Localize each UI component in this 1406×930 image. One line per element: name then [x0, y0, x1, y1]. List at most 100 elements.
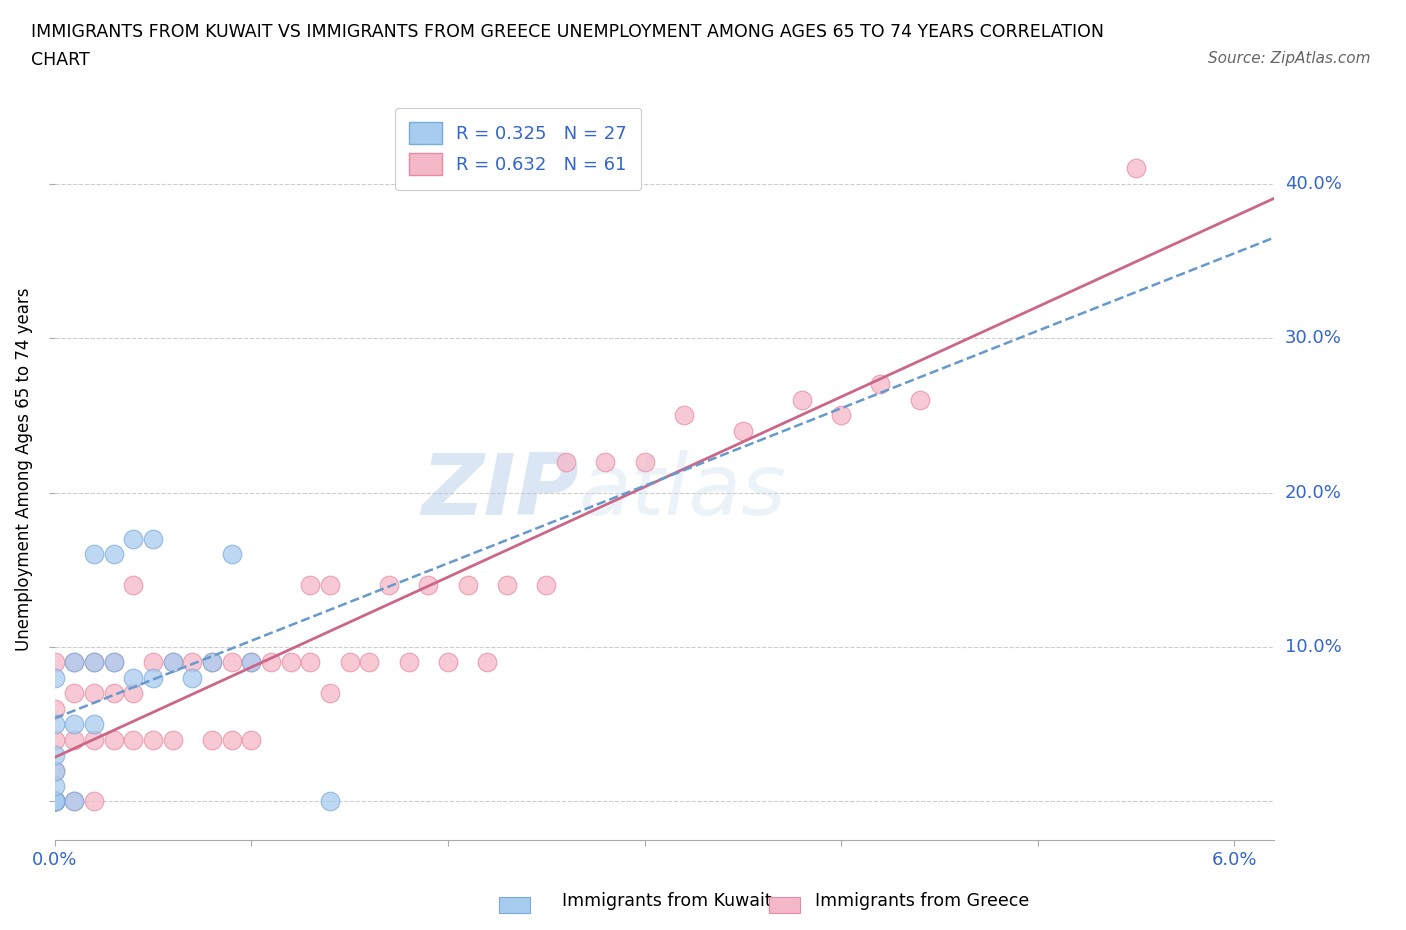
Point	[122, 732, 145, 747]
Point	[44, 794, 66, 809]
Text: Immigrants from Kuwait: Immigrants from Kuwait	[562, 892, 772, 910]
Text: 10.0%: 10.0%	[1285, 638, 1341, 656]
Point	[103, 732, 125, 747]
Point	[44, 794, 66, 809]
Point	[103, 655, 125, 670]
Point	[162, 655, 184, 670]
Point	[142, 531, 165, 546]
Text: Immigrants from Greece: Immigrants from Greece	[815, 892, 1029, 910]
Point	[142, 671, 165, 685]
Point	[44, 794, 66, 809]
Point	[181, 655, 204, 670]
Point	[534, 578, 557, 592]
Point	[475, 655, 498, 670]
Point	[437, 655, 460, 670]
Point	[83, 717, 105, 732]
Point	[44, 794, 66, 809]
Point	[44, 732, 66, 747]
Point	[201, 732, 224, 747]
Point	[319, 794, 342, 809]
Point	[63, 794, 86, 809]
Point	[122, 578, 145, 592]
Point	[162, 732, 184, 747]
Point	[495, 578, 517, 592]
Point	[378, 578, 401, 592]
Point	[122, 531, 145, 546]
Point	[83, 732, 105, 747]
Point	[44, 748, 66, 763]
Point	[359, 655, 381, 670]
Text: ZIP: ZIP	[422, 450, 579, 533]
Point	[319, 578, 342, 592]
Point	[103, 686, 125, 701]
Point	[1125, 161, 1147, 176]
Point	[142, 732, 165, 747]
Point	[63, 732, 86, 747]
Point	[44, 655, 66, 670]
Point	[260, 655, 283, 670]
Point	[63, 794, 86, 809]
Point	[221, 655, 243, 670]
Point	[201, 655, 224, 670]
Text: atlas: atlas	[579, 450, 787, 533]
Text: 30.0%: 30.0%	[1285, 329, 1341, 347]
Point	[398, 655, 420, 670]
Point	[63, 717, 86, 732]
Point	[83, 547, 105, 562]
Point	[672, 408, 695, 423]
Point	[280, 655, 302, 670]
Point	[122, 686, 145, 701]
Point	[44, 764, 66, 778]
Text: Source: ZipAtlas.com: Source: ZipAtlas.com	[1208, 51, 1371, 66]
Point	[83, 655, 105, 670]
Text: IMMIGRANTS FROM KUWAIT VS IMMIGRANTS FROM GREECE UNEMPLOYMENT AMONG AGES 65 TO 7: IMMIGRANTS FROM KUWAIT VS IMMIGRANTS FRO…	[31, 23, 1104, 41]
Point	[44, 794, 66, 809]
Point	[339, 655, 361, 670]
Point	[44, 764, 66, 778]
Point	[103, 547, 125, 562]
Point	[122, 671, 145, 685]
Point	[44, 717, 66, 732]
Point	[319, 686, 342, 701]
Point	[457, 578, 479, 592]
Point	[790, 392, 813, 407]
Point	[44, 778, 66, 793]
Point	[240, 732, 263, 747]
Point	[240, 655, 263, 670]
Text: CHART: CHART	[31, 51, 90, 69]
Point	[83, 655, 105, 670]
Point	[554, 454, 576, 469]
Point	[83, 794, 105, 809]
Legend: R = 0.325   N = 27, R = 0.632   N = 61: R = 0.325 N = 27, R = 0.632 N = 61	[395, 108, 641, 190]
Point	[633, 454, 655, 469]
Point	[221, 732, 243, 747]
Point	[221, 547, 243, 562]
Point	[44, 671, 66, 685]
Point	[83, 686, 105, 701]
Point	[299, 578, 322, 592]
Text: 40.0%: 40.0%	[1285, 175, 1341, 193]
Point	[44, 794, 66, 809]
Point	[418, 578, 440, 592]
Point	[299, 655, 322, 670]
Point	[44, 794, 66, 809]
Point	[593, 454, 616, 469]
Point	[63, 655, 86, 670]
Point	[63, 655, 86, 670]
Point	[240, 655, 263, 670]
Text: 20.0%: 20.0%	[1285, 484, 1341, 501]
Y-axis label: Unemployment Among Ages 65 to 74 years: Unemployment Among Ages 65 to 74 years	[15, 287, 32, 651]
Point	[63, 686, 86, 701]
Point	[201, 655, 224, 670]
Point	[103, 655, 125, 670]
Point	[44, 794, 66, 809]
Point	[830, 408, 852, 423]
Point	[142, 655, 165, 670]
Point	[44, 701, 66, 716]
Point	[908, 392, 931, 407]
Point	[44, 794, 66, 809]
Point	[869, 377, 891, 392]
Point	[162, 655, 184, 670]
Point	[44, 794, 66, 809]
Point	[181, 671, 204, 685]
